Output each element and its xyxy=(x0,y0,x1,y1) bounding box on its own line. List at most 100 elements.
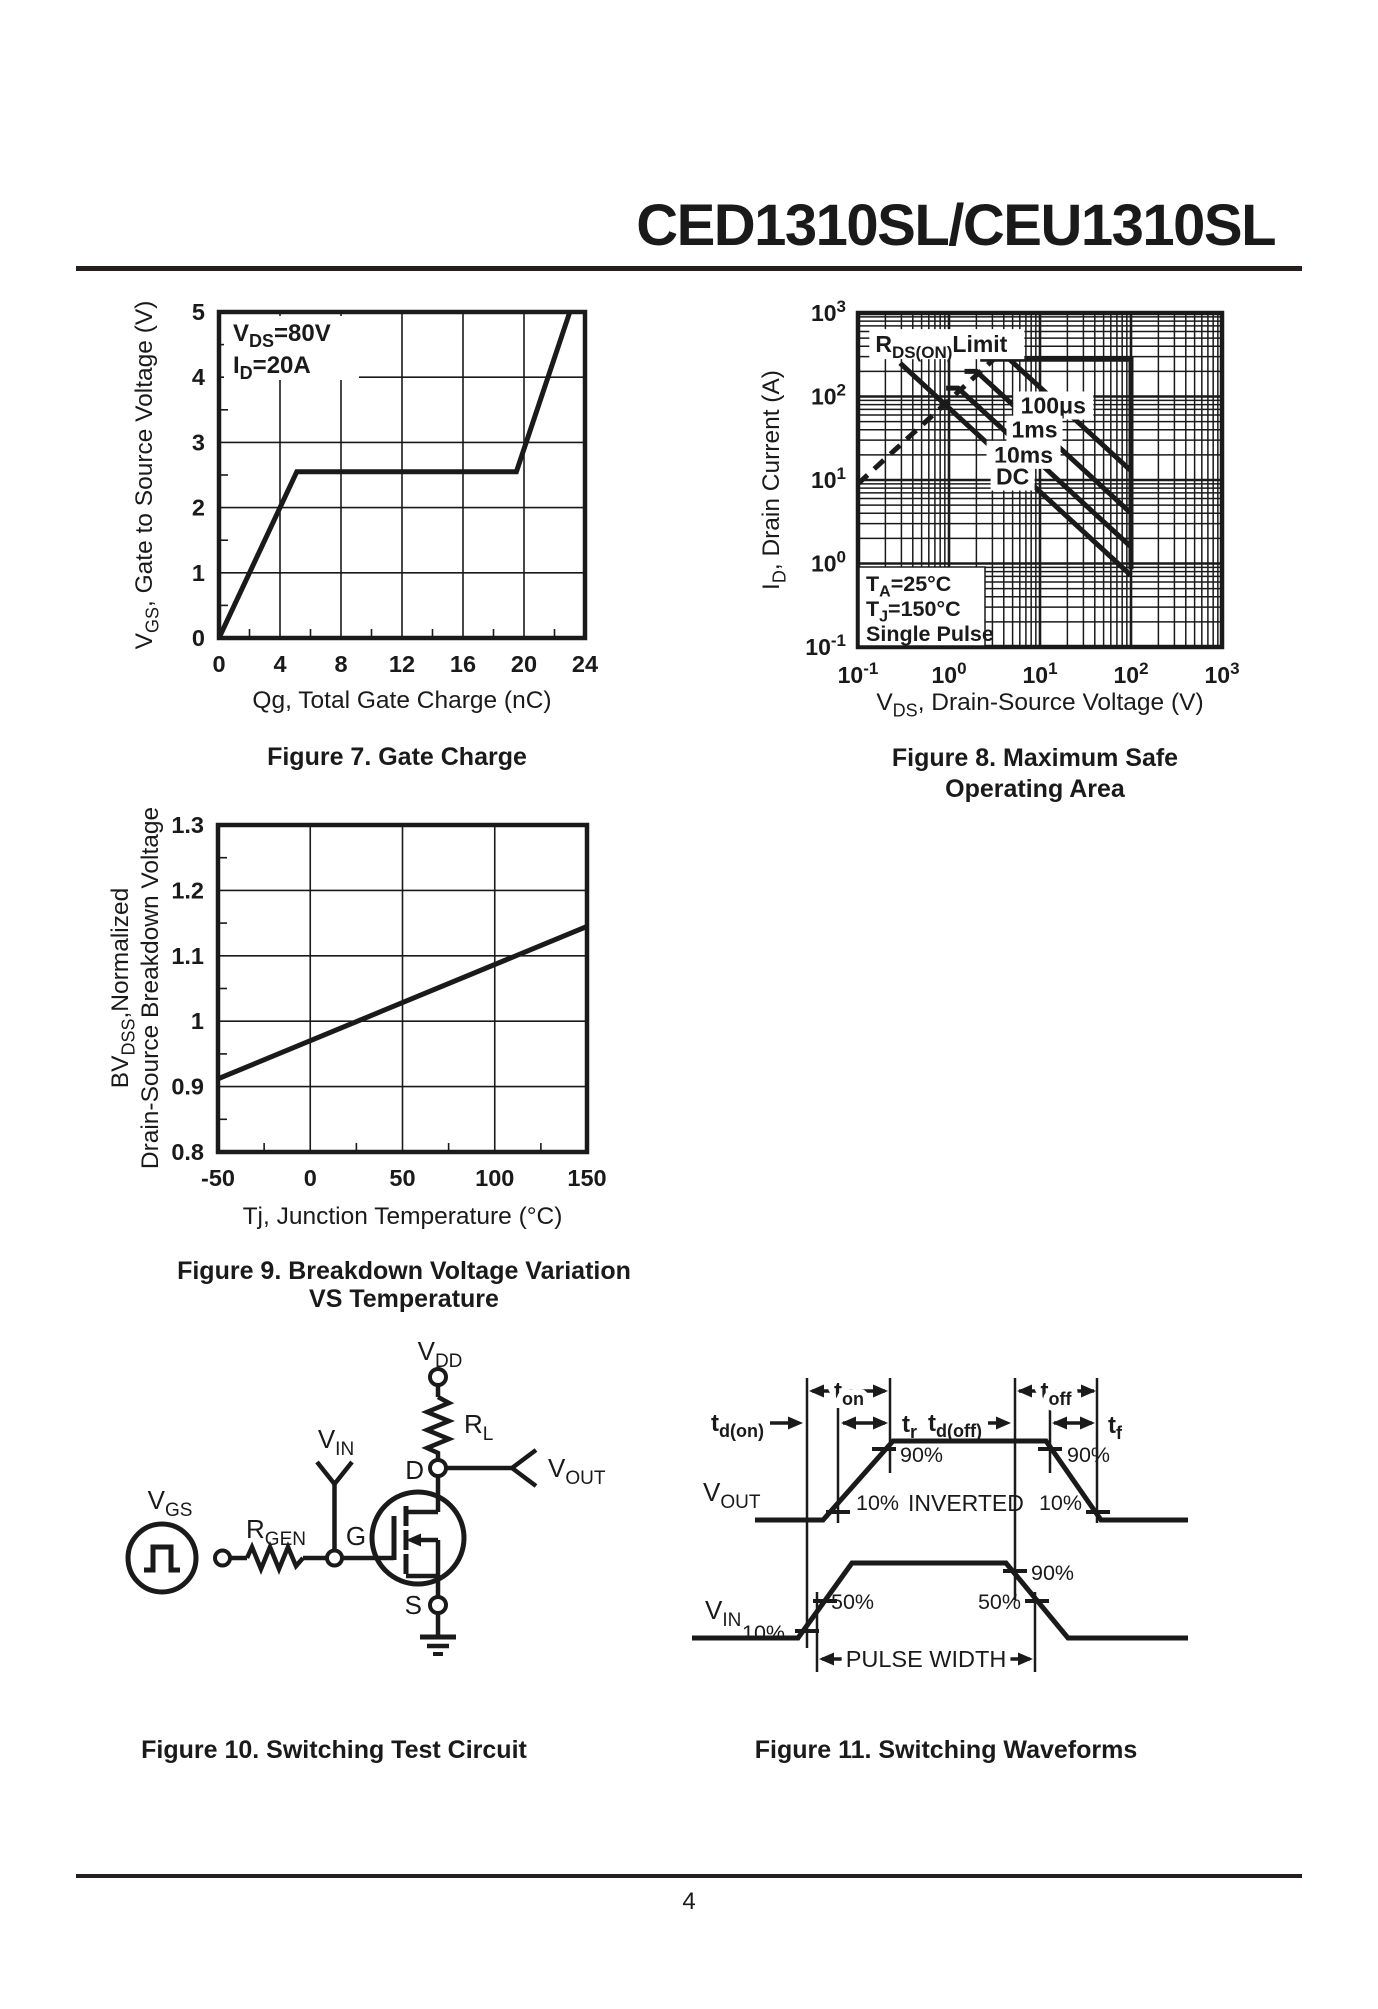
inverted-label: INVERTED xyxy=(908,1490,1024,1516)
gate-charge-curve xyxy=(216,311,573,640)
fig9-y-tick-label: 1 xyxy=(191,1008,204,1034)
arrowhead-icon xyxy=(996,1416,1011,1430)
fig8-plot-border xyxy=(855,310,1225,650)
fig9-x-axis-label: Tj, Junction Temperature (°C) xyxy=(243,1203,563,1230)
fig7-y-tick-label: 4 xyxy=(192,364,205,390)
percent-label: 90% xyxy=(1067,1443,1110,1467)
vout-label: VOUT xyxy=(703,1477,761,1513)
fig9-y-tick-label: 1.1 xyxy=(171,943,204,969)
fig7-x-axis-label: Qg, Total Gate Charge (nC) xyxy=(252,687,551,714)
fig9-x-tick-label: 150 xyxy=(567,1165,606,1191)
fig8-curve-label: DC xyxy=(996,464,1029,490)
vin-label: VIN xyxy=(318,1424,354,1460)
arrowhead-icon xyxy=(788,1416,803,1430)
fig8-caption: Operating Area xyxy=(945,775,1126,803)
arrowhead-icon xyxy=(841,1416,856,1430)
fig7-y-tick-label: 5 xyxy=(192,299,205,325)
fig7-x-tick-label: 8 xyxy=(334,651,347,677)
fig7-caption: Figure 7. Gate Charge xyxy=(267,743,527,771)
fig9-y-tick-label: 0.9 xyxy=(171,1074,204,1100)
waveform-vin-trace xyxy=(692,1560,1188,1641)
mosfet-body-circle xyxy=(369,1489,467,1587)
vin-probe-icon xyxy=(315,1460,337,1486)
percent-label: 50% xyxy=(831,1590,874,1614)
td-off-label: td(off) xyxy=(928,1410,982,1441)
mosfet-arrow-icon xyxy=(406,1533,421,1547)
drain-node xyxy=(428,1458,448,1478)
fig8-corner-note: Single Pulse xyxy=(866,622,994,646)
fig8-corner-note-box xyxy=(858,566,986,647)
pulse-width-label: PULSE WIDTH xyxy=(846,1646,1007,1672)
percent-label: 50% xyxy=(978,1590,1021,1614)
arrowhead-icon xyxy=(873,1416,888,1430)
fig8-x-tick-label: 102 xyxy=(1113,659,1148,688)
fig8-corner-note: TJ=150°C xyxy=(866,597,961,626)
fig7-y-axis-label: VGS, Gate to Source Voltage (V) xyxy=(131,301,162,650)
fig9-x-tick-label: -50 xyxy=(201,1165,235,1191)
arrowhead-icon xyxy=(1081,1384,1096,1398)
g-label: G xyxy=(346,1521,366,1551)
fig9-plot-border xyxy=(215,822,590,1155)
s-label: S xyxy=(405,1590,422,1620)
fig8-x-tick-label: 103 xyxy=(1204,659,1239,688)
fig11-caption: Figure 11. Switching Waveforms xyxy=(755,1736,1138,1764)
percent-label: 10% xyxy=(856,1491,899,1515)
fig8-curve-label: 1ms xyxy=(1011,417,1057,443)
fig8-y-tick-label: 102 xyxy=(811,380,846,409)
fig7-x-tick-label: 12 xyxy=(389,651,415,677)
fig7-x-tick-label: 4 xyxy=(273,651,286,677)
page-number: 4 xyxy=(682,1888,696,1915)
fig7-plot-border xyxy=(216,309,588,641)
t-f-label: tf xyxy=(1108,1412,1123,1443)
vout-probe-icon xyxy=(510,1448,538,1470)
arrowhead-icon xyxy=(873,1384,888,1398)
header-rule xyxy=(76,266,1302,271)
pulse-waveform-icon xyxy=(144,1544,180,1573)
resistor-rgen-icon xyxy=(244,1541,305,1575)
gate-node xyxy=(325,1548,344,1568)
fig9-y-axis-label: BVDSS,Normalized xyxy=(107,888,138,1088)
rl-label: RL xyxy=(464,1409,493,1445)
fig7-y-tick-label: 1 xyxy=(192,560,205,586)
fig8-x-tick-label: 101 xyxy=(1022,659,1057,688)
percent-label: 10% xyxy=(742,1621,785,1645)
fig10-switching-test-circuit: VDD RL D VOUT G VIN VGS RGEN S Figure 10. Switchi… xyxy=(125,1336,606,1764)
vdd-terminal xyxy=(428,1367,448,1387)
fig9-y-axis-label: Drain-Source Breakdown Voltage xyxy=(137,807,164,1169)
generator-terminal xyxy=(213,1548,232,1568)
vin-probe-icon xyxy=(332,1460,354,1486)
arrowhead-icon xyxy=(819,1652,834,1666)
fig8-x-tick-label: 10-1 xyxy=(838,659,879,688)
percent-label: 90% xyxy=(1031,1561,1074,1585)
fig7-x-tick-label: 0 xyxy=(212,651,225,677)
fig10-caption: Figure 10. Switching Test Circuit xyxy=(141,1736,527,1764)
fig8-x-tick-label: 100 xyxy=(931,659,966,688)
fig8-y-tick-label: 101 xyxy=(811,464,846,493)
fig9-caption: Figure 9. Breakdown Voltage Variation xyxy=(177,1257,631,1285)
fig9-chart: -50 0 50 100 150 0.8 0.9 1 1.1 1.2 1.3 Tj, Junction… xyxy=(107,807,631,1313)
fig7-x-tick-label: 24 xyxy=(572,651,598,677)
vgs-label: VGS xyxy=(148,1485,193,1521)
t-r-label: tr xyxy=(902,1411,917,1442)
fig7-x-tick-label: 16 xyxy=(450,651,476,677)
vout-label: VOUT xyxy=(548,1453,606,1489)
fig8-curve-envelope-max xyxy=(980,356,1134,570)
fig7-annotation-box xyxy=(224,316,359,380)
fig9-x-tick-label: 50 xyxy=(389,1165,415,1191)
fig9-y-tick-label: 1.2 xyxy=(171,877,204,903)
percent-label: 90% xyxy=(900,1443,943,1467)
fig7-y-tick-label: 2 xyxy=(192,495,205,521)
bvdss-curve xyxy=(217,924,588,1082)
arrowhead-icon xyxy=(1052,1416,1067,1430)
fig9-x-tick-label: 0 xyxy=(304,1165,317,1191)
fig7-annotation: VDS=80V xyxy=(233,320,331,351)
fig8-y-tick-label: 103 xyxy=(811,297,846,326)
fig8-y-tick-label: 100 xyxy=(811,547,846,576)
arrowhead-icon xyxy=(1018,1652,1033,1666)
fig8-y-tick-label: 10-1 xyxy=(805,631,846,660)
fig9-x-tick-label: 100 xyxy=(475,1165,514,1191)
resistor-rl-icon xyxy=(421,1395,455,1460)
t-off-label: toff xyxy=(1041,1378,1073,1409)
